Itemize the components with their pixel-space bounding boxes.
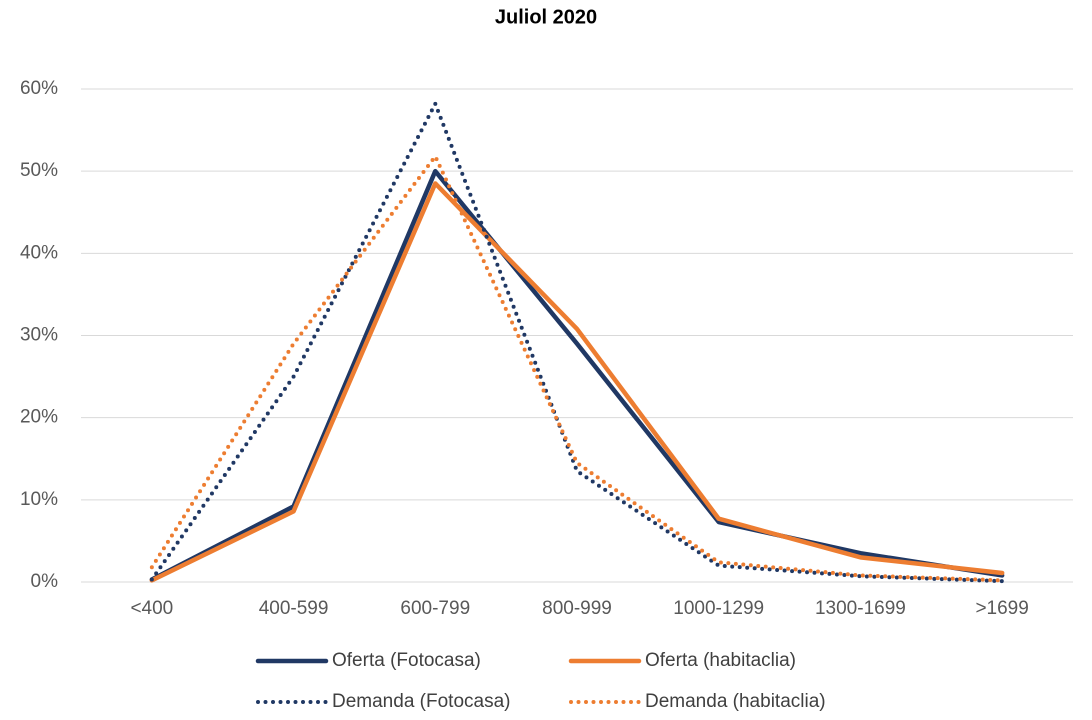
x-tick-label: 600-799 — [400, 598, 470, 619]
y-tick-label: 50% — [20, 160, 58, 181]
y-tick-label: 0% — [31, 571, 59, 592]
series-line — [149, 181, 1005, 583]
legend-text: Oferta (habitaclia) — [645, 650, 796, 671]
x-tick-label: 1300-1699 — [815, 598, 906, 619]
x-tick-label: <400 — [130, 598, 173, 619]
y-tick-label: 40% — [20, 242, 58, 263]
legend-text: Demanda (Fotocasa) — [332, 691, 510, 712]
chart-title: Juliol 2020 — [495, 6, 597, 28]
legend-text: Oferta (Fotocasa) — [332, 650, 481, 671]
y-tick-label: 20% — [20, 407, 58, 428]
x-tick-label: 1000-1299 — [673, 598, 764, 619]
y-tick-label: 60% — [20, 78, 58, 99]
legend-text: Demanda (habitaclia) — [645, 691, 826, 712]
y-tick-label: 30% — [20, 325, 58, 346]
y-tick-label: 10% — [20, 489, 58, 510]
x-tick-label: 400-599 — [259, 598, 329, 619]
x-tick-label: >1699 — [975, 598, 1028, 619]
series-line — [149, 98, 1005, 584]
x-tick-label: 800-999 — [542, 598, 612, 619]
